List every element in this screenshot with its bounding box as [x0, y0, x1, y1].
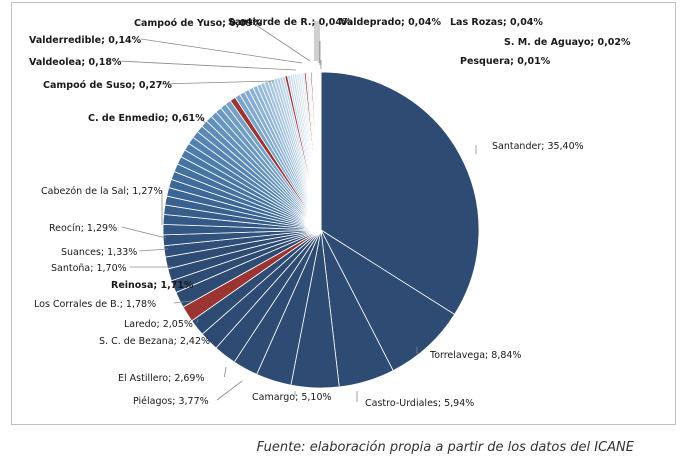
- slice-label: El Astillero; 2,69%: [118, 373, 205, 384]
- slice-label: Valdeprado; 0,04%: [340, 17, 442, 28]
- slice-label: Santiurde de R.; 0,04%: [228, 17, 352, 28]
- slice-label: Laredo; 2,05%: [124, 319, 193, 330]
- slice-label: Castro-Urdiales; 5,94%: [365, 398, 474, 409]
- pie-slice: [320, 71, 480, 315]
- leader-line: [251, 21, 311, 62]
- leader-line: [224, 366, 227, 378]
- slice-label: S. C. de Bezana; 2,42%: [99, 336, 210, 347]
- leader-line: [173, 300, 193, 304]
- pie-slice: [319, 228, 456, 372]
- slice-label: Santander; 35,40%: [492, 141, 584, 152]
- slice-label: C. de Enmedio; 0,61%: [88, 113, 205, 124]
- slice-label: S. M. de Aguayo; 0,02%: [504, 37, 631, 48]
- leader-line: [160, 80, 275, 85]
- source-note: Fuente: elaboración propia a partir de l…: [256, 440, 634, 455]
- chart-frame: Santander; 35,40% Torrelavega; 8,84% Castr…: [11, 2, 676, 425]
- leader-line: [121, 226, 167, 239]
- slice-label: Campoó de Yuso; 0,09%: [134, 18, 263, 29]
- leader-line: [118, 60, 297, 71]
- slice-label: Reocín; 1,29%: [49, 223, 117, 234]
- leader-line: [199, 116, 209, 127]
- leader-line: [140, 38, 303, 64]
- slice-label: Valdeolea; 0,18%: [29, 57, 122, 68]
- slice-label: Santoña; 1,70%: [51, 263, 127, 274]
- slice-label: Los Corrales de B.; 1,78%: [34, 299, 156, 310]
- slice-label: Suances; 1,33%: [61, 247, 137, 258]
- leader-line: [196, 318, 199, 324]
- pie-chart: Santander; 35,40% Torrelavega; 8,84% Castr…: [29, 17, 631, 409]
- slice-label: Las Rozas; 0,04%: [450, 17, 543, 28]
- slice-label: Pesquera; 0,01%: [460, 56, 551, 67]
- slice-label: Valderredible; 0,14%: [29, 35, 142, 46]
- leader-line: [216, 380, 243, 401]
- slice-label: Torrelavega; 8,84%: [429, 350, 521, 361]
- leader-line: [139, 248, 169, 252]
- slice-label: Campoó de Suso; 0,27%: [43, 80, 172, 91]
- slice-label: Reinosa; 1,71%: [111, 280, 194, 291]
- slice-label: Piélagos; 3,77%: [133, 396, 209, 407]
- slice-label: Camargo; 5,10%: [252, 392, 332, 403]
- slice-label: Cabezón de la Sal; 1,27%: [41, 186, 162, 197]
